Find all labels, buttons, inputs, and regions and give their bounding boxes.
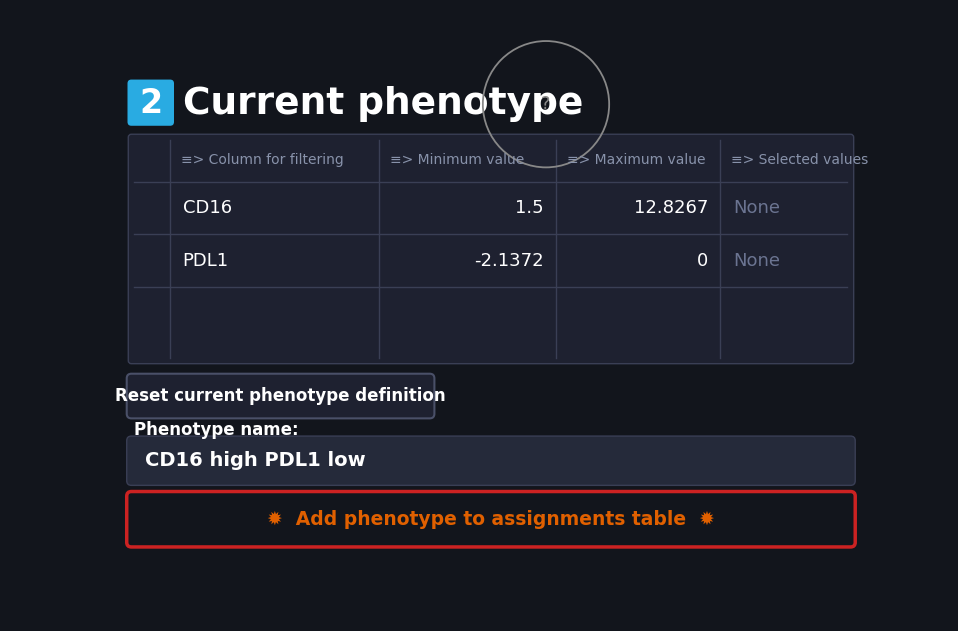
FancyBboxPatch shape: [126, 436, 855, 485]
Text: 2: 2: [139, 87, 162, 120]
Text: Phenotype name:: Phenotype name:: [134, 421, 298, 439]
Text: None: None: [733, 199, 780, 217]
Text: 12.8267: 12.8267: [633, 199, 708, 217]
Text: ≡> Column for filtering: ≡> Column for filtering: [181, 153, 344, 167]
Text: None: None: [733, 252, 780, 269]
Text: PDL1: PDL1: [183, 252, 229, 269]
Text: ≡> Minimum value: ≡> Minimum value: [390, 153, 524, 167]
FancyBboxPatch shape: [126, 492, 855, 547]
Text: Current phenotype: Current phenotype: [183, 86, 583, 122]
Text: ≡> Maximum value: ≡> Maximum value: [567, 153, 705, 167]
Text: -2.1372: -2.1372: [474, 252, 544, 269]
FancyBboxPatch shape: [127, 80, 174, 126]
Text: 1.5: 1.5: [515, 199, 544, 217]
Text: CD16: CD16: [183, 199, 232, 217]
Text: 0: 0: [696, 252, 708, 269]
Text: ?: ?: [541, 95, 551, 113]
Text: CD16 high PDL1 low: CD16 high PDL1 low: [146, 451, 366, 470]
Text: Reset current phenotype definition: Reset current phenotype definition: [115, 387, 445, 405]
FancyBboxPatch shape: [126, 374, 434, 418]
Text: ≡> Selected values: ≡> Selected values: [731, 153, 869, 167]
FancyBboxPatch shape: [128, 134, 854, 363]
Text: ✹  Add phenotype to assignments table  ✹: ✹ Add phenotype to assignments table ✹: [267, 510, 715, 529]
